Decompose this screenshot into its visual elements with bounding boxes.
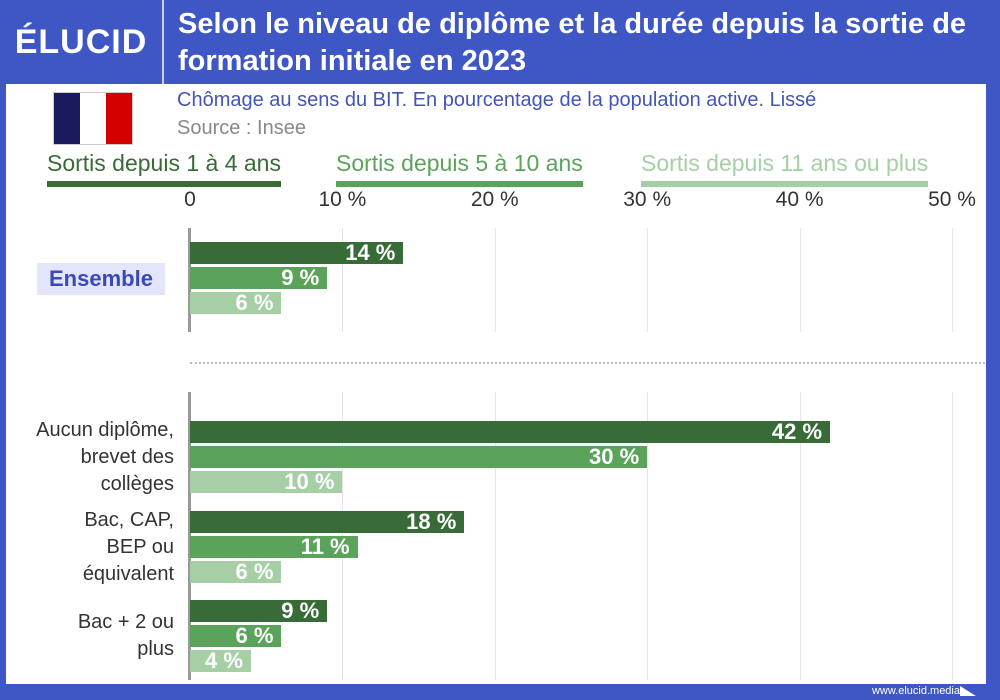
category-label: Aucun diplôme, brevet des collèges (36, 417, 174, 498)
bar-value-label: 42 % (771, 419, 823, 444)
gridline (647, 228, 649, 332)
elucid-logo: ÉLUCID (0, 0, 164, 84)
legend-item: Sortis depuis 5 à 10 ans (336, 150, 583, 187)
x-tick-label: 10 % (318, 188, 367, 211)
x-tick-label: 50 % (928, 188, 976, 211)
gridline (647, 392, 649, 680)
bar-value-label: 14 % (345, 240, 396, 265)
category-label-line: plus (137, 638, 174, 660)
bar: 4 % (190, 648, 251, 673)
bar-value-label: 18 % (406, 509, 457, 534)
category-label-line: Bac + 2 ou (77, 611, 174, 633)
bar: 6 % (190, 559, 282, 584)
bar: 18 % (190, 509, 465, 534)
x-tick-label: 0 (184, 188, 196, 211)
gridline (494, 228, 496, 332)
bar-value-label: 6 % (235, 623, 274, 648)
bar-value-label: 11 % (300, 534, 350, 559)
bar: 14 % (190, 240, 404, 265)
bar: 6 % (190, 290, 282, 315)
bar-value-label: 6 % (235, 290, 274, 315)
gridline (799, 228, 801, 332)
separator (190, 362, 985, 364)
y-axis-line (188, 392, 191, 680)
category-label: Bac, CAP, BEP ou équivalent (83, 507, 174, 588)
bar: 10 % (190, 469, 343, 494)
y-axis-line (188, 228, 191, 332)
category-label-line: collèges (100, 472, 174, 495)
bar: 9 % (190, 598, 328, 623)
gridline (494, 392, 496, 680)
category-label-ensemble: Ensemble (37, 263, 165, 295)
elucid-mark-icon (960, 686, 976, 696)
gridline (342, 228, 344, 332)
legend-item: Sortis depuis 11 ans ou plus (641, 150, 929, 187)
footer-url: www.elucid.media (871, 685, 960, 697)
gridline (952, 228, 953, 332)
x-tick-label: 20 % (470, 188, 519, 211)
chart-subtitle: Chômage au sens du BIT. En pourcentage d… (177, 89, 817, 111)
bar-value-label: 9 % (281, 598, 320, 623)
category-label-line: équivalent (82, 562, 174, 585)
category-label-line: brevet des (80, 445, 174, 468)
bar-value-label: 30 % (589, 444, 640, 469)
category-label-line: BEP ou (106, 535, 174, 558)
bar: 9 % (190, 265, 328, 290)
chart-source: Source : Insee (177, 117, 306, 139)
bar: 6 % (190, 623, 282, 648)
gridline (952, 392, 953, 680)
category-label: Bac + 2 ou plus (78, 609, 174, 663)
bar: 30 % (190, 444, 648, 469)
chart-title: Selon le niveau de diplôme et la durée d… (178, 8, 967, 77)
france-flag-icon (53, 92, 133, 145)
legend-item: Sortis depuis 1 à 4 ans (47, 150, 281, 187)
category-label-line: Aucun diplôme, (36, 418, 174, 441)
x-tick-label: 30 % (623, 188, 672, 211)
bar: 11 % (190, 534, 358, 559)
bar-value-label: 6 % (235, 559, 274, 584)
bar-value-label: 4 % (205, 648, 243, 673)
bar-value-label: 9 % (281, 265, 320, 290)
bar: 42 % (190, 419, 831, 444)
x-tick-label: 40 % (775, 188, 824, 211)
bar-value-label: 10 % (284, 469, 335, 494)
category-label-line: Bac, CAP, (84, 508, 174, 531)
gridline (799, 392, 801, 680)
